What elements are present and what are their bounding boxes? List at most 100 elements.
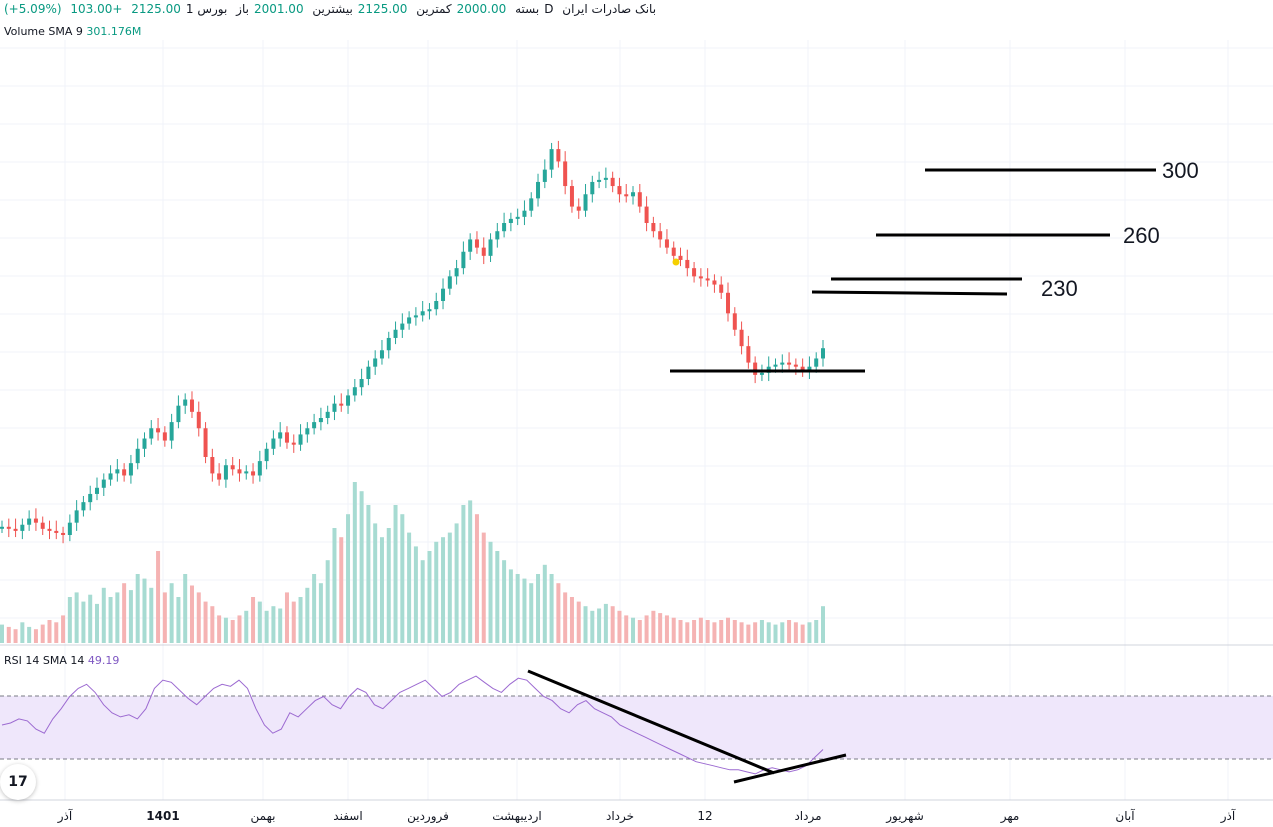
candle-body [413, 315, 418, 318]
volume-bar [88, 594, 93, 643]
candle-body [671, 247, 676, 256]
volume-bar [244, 610, 249, 643]
volume-bar [101, 587, 106, 643]
volume-bar [352, 482, 357, 643]
volume-bar [712, 622, 717, 643]
volume-bar [814, 620, 819, 643]
time-axis-label: 12 [697, 809, 712, 823]
candle-body [379, 350, 384, 359]
change-value: 103.00+ [70, 2, 123, 16]
candle-body [407, 317, 412, 324]
candle-body [135, 448, 140, 464]
time-axis-label: شهریور [885, 809, 924, 824]
tradingview-logo-icon[interactable]: 17 [0, 764, 36, 800]
volume-bar [359, 491, 364, 643]
time-axis-label: آذر [1220, 808, 1236, 824]
candle-body [664, 239, 669, 248]
volume-bar [427, 551, 432, 643]
volume-bar [474, 514, 479, 643]
candle-body [251, 471, 256, 476]
volume-bar [61, 615, 66, 643]
rsi-label: RSI 14 SMA 14 [4, 654, 85, 667]
symbol-name[interactable]: بانک صادرات ایران [562, 2, 657, 16]
price-level-label: 230 [1041, 276, 1078, 301]
volume-legend[interactable]: Volume SMA 9 301.176M [4, 25, 141, 38]
candle-body [651, 223, 656, 232]
open-label: باز [236, 2, 249, 16]
volume-bar [196, 592, 201, 643]
drawings[interactable] [527, 168, 1156, 784]
candle-body [142, 438, 147, 449]
volume-bar [766, 622, 771, 643]
close-label: بسته [515, 2, 540, 16]
volume-bar [318, 583, 323, 643]
volume-bar [685, 622, 690, 643]
volume-bar [603, 603, 608, 643]
volume-bar [793, 622, 798, 643]
candle-body [210, 457, 215, 474]
candle-body [156, 428, 161, 433]
candle-body [108, 473, 113, 480]
rsi-divergence-line [527, 669, 775, 775]
change-pct: (+5.09%) [4, 2, 62, 16]
candle-body [753, 362, 758, 375]
candle-body [603, 177, 608, 180]
candle-body [576, 206, 581, 211]
time-axis-label: آبان [1115, 808, 1135, 823]
rsi-legend[interactable]: RSI 14 SMA 14 49.19 [4, 654, 119, 667]
candle-body [183, 399, 188, 406]
candle-body [427, 309, 432, 312]
volume-bar [617, 610, 622, 643]
volume-bar [312, 574, 317, 643]
candle-body [488, 239, 493, 256]
candle-body [339, 403, 344, 406]
volume-bar [508, 569, 513, 643]
candle-body [284, 432, 289, 443]
chart-legend: (+5.09%) 103.00+ 2125.00 بسته 2000.00 کمتر… [4, 2, 661, 16]
candle-body [739, 329, 744, 347]
candle-body [67, 522, 72, 535]
time-axis: آذر 1401 بهمن اسفند فروردین اردیبهشت خرداد 12 مر… [57, 808, 1236, 824]
volume-bar [291, 601, 296, 643]
candle-body [549, 149, 554, 170]
candle-body [732, 313, 737, 330]
candle-body [217, 473, 222, 480]
price-level-labels: 300 260 230 [1041, 158, 1199, 301]
volume-bar [20, 622, 25, 643]
candle-body [359, 379, 364, 388]
candle-body [237, 469, 242, 474]
time-axis-label: مهر [1000, 809, 1020, 824]
volume-bar [217, 615, 222, 643]
candle-body [454, 268, 459, 277]
volume-bar [54, 622, 59, 643]
volume-bar [122, 583, 127, 643]
volume-bar [278, 608, 283, 643]
volume-bar [386, 528, 391, 643]
candle-body [712, 280, 717, 285]
candle-body [115, 469, 120, 474]
rsi-value: 49.19 [87, 654, 120, 667]
candle-body [81, 502, 86, 511]
candle-body [542, 169, 547, 182]
volume-bar [821, 606, 825, 643]
candle-body [352, 387, 357, 396]
candle-body [346, 395, 351, 406]
time-axis-label: مرداد [794, 809, 821, 824]
volume-bar [373, 523, 378, 643]
candle-body [244, 471, 249, 474]
volume-bar [644, 615, 649, 643]
interval[interactable]: 1D [185, 2, 554, 16]
volume-bar [590, 610, 595, 643]
candle-body [162, 432, 167, 441]
volume-bar [515, 574, 520, 643]
volume-bar [787, 620, 792, 643]
marker-dot [672, 258, 680, 266]
volume-bar [651, 610, 656, 643]
candle-body [658, 231, 663, 240]
volume-bar [393, 505, 398, 643]
candle-body [230, 465, 235, 470]
volume-bar [237, 615, 242, 643]
volume-bar [495, 551, 500, 643]
candle-body [271, 438, 276, 449]
